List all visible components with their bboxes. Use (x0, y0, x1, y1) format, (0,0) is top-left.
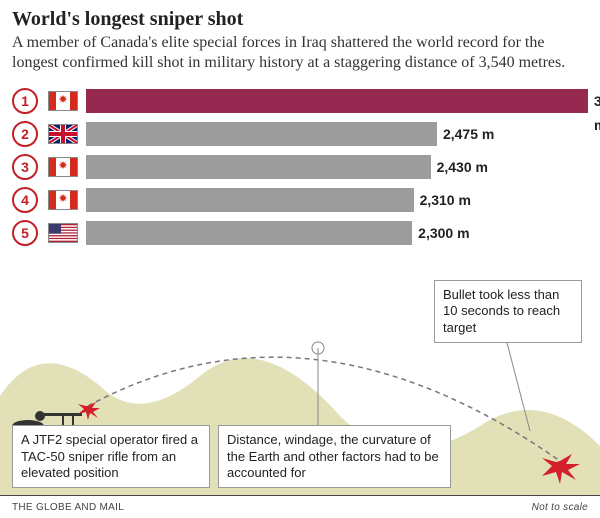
flag-icon (48, 223, 78, 243)
bar (86, 122, 437, 146)
scale-note: Not to scale (532, 502, 588, 513)
bar-value-label: 3,540 m (594, 89, 600, 113)
bar (86, 221, 412, 245)
rank-badge: 5 (12, 220, 38, 246)
bar-value-label: 2,430 m (437, 155, 488, 179)
bar-chart: 1 3,540 m 2 2,475 m 3 2,430 m 4 2,310 m 5 2,300 m (12, 87, 588, 247)
chart-row: 2 2,475 m (12, 120, 588, 148)
bar (86, 188, 414, 212)
rank-badge: 1 (12, 88, 38, 114)
chart-row: 1 3,540 m (12, 87, 588, 115)
page-title: World's longest sniper shot (12, 8, 588, 31)
flag-icon (48, 91, 78, 111)
chart-row: 5 2,300 m (12, 219, 588, 247)
bar-value-label: 2,300 m (418, 221, 469, 245)
callout-time: Bullet took less than 10 seconds to reac… (434, 280, 582, 343)
bar (86, 155, 431, 179)
bar-track: 3,540 m (86, 89, 588, 113)
chart-row: 4 2,310 m (12, 186, 588, 214)
bar-track: 2,310 m (86, 188, 588, 212)
flag-icon (48, 157, 78, 177)
subtitle: A member of Canada's elite special force… (12, 33, 588, 73)
footer: THE GLOBE AND MAIL Not to scale (0, 495, 600, 518)
bar-value-label: 2,310 m (420, 188, 471, 212)
callout-factors: Distance, windage, the curvature of the … (218, 425, 451, 488)
bar-track: 2,430 m (86, 155, 588, 179)
flag-icon (48, 190, 78, 210)
rank-badge: 4 (12, 187, 38, 213)
illustration: A JTF2 special operator fired a TAC-50 s… (0, 276, 600, 496)
bar (86, 89, 588, 113)
chart-row: 3 2,430 m (12, 153, 588, 181)
bar-track: 2,475 m (86, 122, 588, 146)
callout-shooter: A JTF2 special operator fired a TAC-50 s… (12, 425, 210, 488)
flag-icon (48, 124, 78, 144)
rank-badge: 3 (12, 154, 38, 180)
bar-value-label: 2,475 m (443, 122, 494, 146)
rank-badge: 2 (12, 121, 38, 147)
source-label: THE GLOBE AND MAIL (12, 502, 124, 513)
bar-track: 2,300 m (86, 221, 588, 245)
